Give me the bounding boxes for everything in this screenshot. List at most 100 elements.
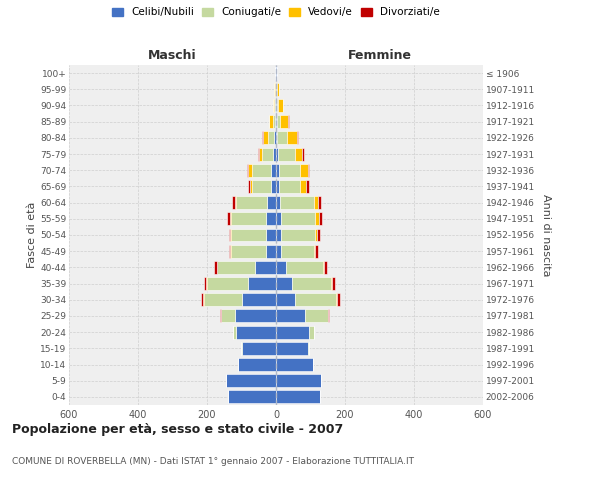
Bar <box>273 115 275 128</box>
Bar <box>262 132 263 144</box>
Bar <box>276 244 281 258</box>
Bar <box>300 180 307 193</box>
Bar <box>317 228 320 241</box>
Bar <box>276 115 277 128</box>
Bar <box>247 164 248 176</box>
Bar <box>287 132 297 144</box>
Bar <box>276 132 277 144</box>
Bar <box>277 132 287 144</box>
Bar <box>281 212 316 226</box>
Bar <box>307 180 309 193</box>
Bar <box>323 261 327 274</box>
Bar <box>269 115 273 128</box>
Bar <box>263 132 268 144</box>
Bar <box>276 228 281 241</box>
Bar <box>305 310 328 322</box>
Text: Maschi: Maschi <box>148 50 197 62</box>
Bar <box>252 180 271 193</box>
Bar <box>275 99 276 112</box>
Bar <box>275 115 276 128</box>
Bar <box>276 294 295 306</box>
Bar <box>276 390 320 404</box>
Bar <box>302 148 304 160</box>
Bar <box>276 66 277 80</box>
Bar <box>314 244 315 258</box>
Bar <box>235 310 276 322</box>
Bar <box>337 294 340 306</box>
Text: Femmine: Femmine <box>347 50 412 62</box>
Y-axis label: Fasce di età: Fasce di età <box>27 202 37 268</box>
Bar <box>296 132 298 144</box>
Bar <box>268 196 276 209</box>
Bar <box>274 99 275 112</box>
Bar <box>319 212 322 226</box>
Bar <box>230 212 231 226</box>
Bar <box>275 66 276 80</box>
Bar <box>314 196 319 209</box>
Bar <box>250 180 252 193</box>
Bar <box>230 228 231 241</box>
Bar <box>319 196 321 209</box>
Bar <box>226 374 276 387</box>
Bar <box>277 83 279 96</box>
Bar <box>276 148 278 160</box>
Bar <box>252 164 271 176</box>
Bar <box>238 358 276 371</box>
Bar <box>266 244 276 258</box>
Bar <box>276 196 280 209</box>
Bar <box>276 374 321 387</box>
Bar <box>235 196 236 209</box>
Bar <box>280 115 289 128</box>
Bar <box>281 244 314 258</box>
Bar <box>280 196 314 209</box>
Bar <box>278 99 283 112</box>
Bar <box>274 83 275 96</box>
Bar <box>231 228 266 241</box>
Bar <box>335 294 337 306</box>
Bar <box>241 294 276 306</box>
Bar <box>295 294 335 306</box>
Bar <box>228 390 276 404</box>
Bar <box>272 148 276 160</box>
Bar <box>231 244 266 258</box>
Bar <box>207 277 248 290</box>
Bar <box>201 294 203 306</box>
Bar <box>220 310 221 322</box>
Bar <box>266 212 276 226</box>
Bar <box>308 342 309 355</box>
Bar <box>229 228 230 241</box>
Bar <box>276 99 277 112</box>
Bar <box>274 132 276 144</box>
Y-axis label: Anni di nascita: Anni di nascita <box>541 194 551 276</box>
Bar <box>278 148 295 160</box>
Bar <box>232 196 235 209</box>
Bar <box>271 180 276 193</box>
Bar <box>277 115 280 128</box>
Bar <box>231 212 266 226</box>
Bar <box>266 228 276 241</box>
Bar <box>315 244 318 258</box>
Bar <box>300 164 308 176</box>
Bar <box>203 294 241 306</box>
Bar <box>275 83 276 96</box>
Bar <box>279 164 300 176</box>
Bar <box>276 83 277 96</box>
Bar <box>328 310 329 322</box>
Bar <box>316 228 317 241</box>
Bar <box>206 277 207 290</box>
Bar <box>277 99 278 112</box>
Bar <box>332 277 335 290</box>
Bar <box>276 326 309 338</box>
Bar <box>248 277 276 290</box>
Bar <box>279 180 300 193</box>
Text: COMUNE DI ROVERBELLA (MN) - Dati ISTAT 1° gennaio 2007 - Elaborazione TUTTITALIA: COMUNE DI ROVERBELLA (MN) - Dati ISTAT 1… <box>12 458 414 466</box>
Bar <box>295 148 302 160</box>
Bar <box>286 261 323 274</box>
Bar <box>276 212 281 226</box>
Bar <box>272 99 274 112</box>
Bar <box>276 180 279 193</box>
Bar <box>229 244 230 258</box>
Bar <box>259 148 262 160</box>
Bar <box>276 310 305 322</box>
Bar <box>248 180 250 193</box>
